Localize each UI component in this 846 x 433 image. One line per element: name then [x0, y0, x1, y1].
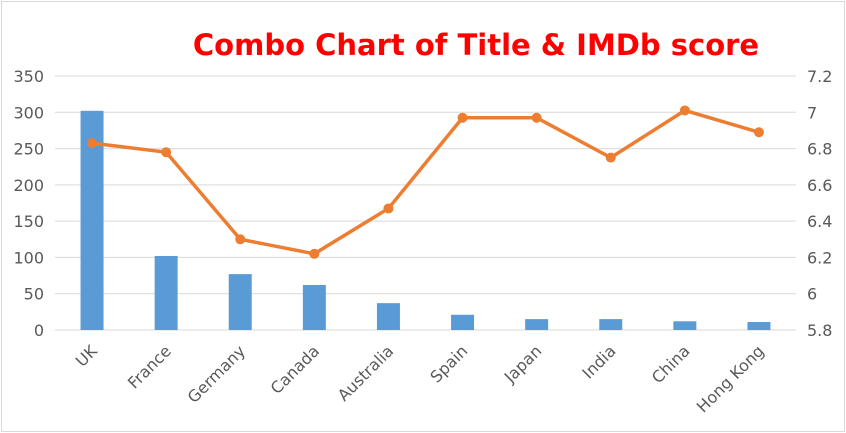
- bar: [525, 319, 549, 330]
- score-point: [679, 105, 690, 116]
- right-tick-label: 6.8: [807, 140, 832, 159]
- score-point: [605, 152, 616, 163]
- score-line: [90, 108, 761, 256]
- bar-series: [80, 110, 771, 330]
- category-label: Spain: [426, 341, 471, 386]
- score-point: [753, 127, 764, 138]
- line-series: [87, 105, 764, 259]
- right-tick-label: 5.8: [807, 321, 832, 340]
- left-tick-label: 0: [34, 321, 44, 340]
- category-label: China: [648, 341, 694, 387]
- category-label: Japan: [500, 341, 546, 387]
- category-label: India: [578, 341, 619, 382]
- bar: [80, 110, 104, 330]
- category-label: Hong Kong: [693, 341, 768, 416]
- category-axis: UK France Germany Canada Australia Spain Japan…: [72, 341, 768, 416]
- bar: [747, 322, 771, 330]
- right-tick-label: 7: [807, 103, 817, 122]
- right-tick-label: 6: [807, 285, 817, 304]
- score-point: [309, 248, 320, 259]
- right-axis: 5.8 6 6.2 6.4 6.6 6.8 7 7.2: [807, 67, 832, 340]
- left-axis: 0 50 100 150 200 250 300 350: [13, 67, 44, 340]
- bar: [376, 303, 400, 330]
- bar: [154, 255, 178, 330]
- bar: [228, 274, 252, 330]
- left-tick-label: 300: [13, 103, 44, 122]
- right-tick-label: 6.4: [807, 212, 832, 231]
- left-tick-label: 50: [24, 285, 44, 304]
- right-tick-label: 6.6: [807, 176, 832, 195]
- right-tick-label: 7.2: [807, 67, 832, 86]
- score-point: [457, 112, 468, 123]
- category-label: Canada: [267, 341, 323, 397]
- score-point: [531, 112, 542, 123]
- score-point: [383, 203, 394, 214]
- bar: [451, 314, 475, 330]
- right-tick-label: 6.2: [807, 248, 832, 267]
- category-label: France: [124, 341, 175, 392]
- left-tick-label: 200: [13, 176, 44, 195]
- left-tick-label: 350: [13, 67, 44, 86]
- category-label: Germany: [184, 341, 249, 406]
- score-point: [235, 234, 246, 245]
- score-point: [161, 147, 172, 158]
- bar: [673, 321, 697, 330]
- category-label: UK: [72, 341, 101, 370]
- chart-title: Combo Chart of Title & IMDb score: [193, 28, 759, 62]
- category-label: Australia: [334, 341, 397, 404]
- bar: [599, 319, 623, 330]
- left-tick-label: 150: [13, 212, 44, 231]
- bar: [302, 285, 326, 330]
- gridlines: [55, 75, 796, 331]
- left-tick-label: 250: [13, 140, 44, 159]
- left-tick-label: 100: [13, 248, 44, 267]
- score-point: [87, 138, 98, 149]
